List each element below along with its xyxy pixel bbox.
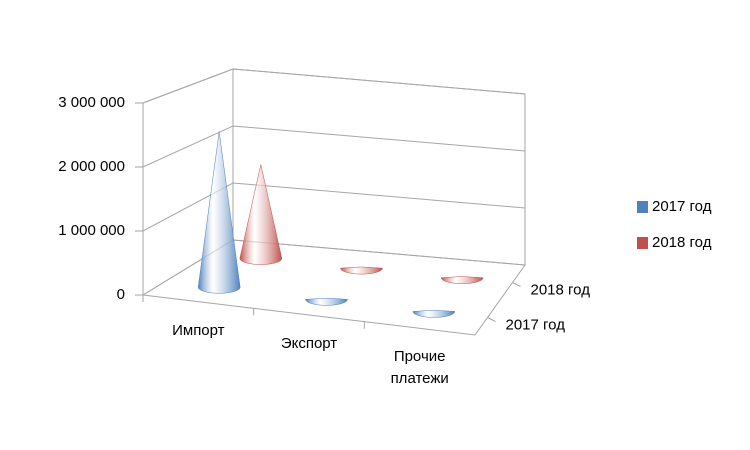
depth-label: 2017 год <box>506 316 566 333</box>
grid-line <box>135 239 526 296</box>
y-tick-label: 0 <box>117 286 125 303</box>
y-tick-label: 1 000 000 <box>58 222 125 239</box>
grid-line <box>135 68 526 104</box>
legend-swatch <box>637 201 648 213</box>
depth-label: 2018 год <box>531 281 591 298</box>
cone <box>305 297 348 306</box>
x-tick-label: Прочие платежи <box>390 348 449 388</box>
y-tick-label: 3 000 000 <box>58 94 125 111</box>
cone <box>197 131 241 294</box>
cone <box>239 164 283 265</box>
cone <box>440 276 484 284</box>
cone <box>412 309 456 318</box>
depth-tick <box>512 282 521 287</box>
legend-label: 2017 год <box>652 198 712 215</box>
x-tick-label: Экспорт <box>280 335 338 352</box>
depth-tick <box>487 317 496 322</box>
y-tick-label: 2 000 000 <box>58 158 125 175</box>
cone <box>340 266 383 275</box>
x-tick-label: Импорт <box>172 321 225 339</box>
legend-label: 2018 год <box>652 234 712 251</box>
legend-swatch <box>637 237 648 249</box>
grid-line <box>135 125 526 168</box>
grid-line <box>135 182 526 232</box>
